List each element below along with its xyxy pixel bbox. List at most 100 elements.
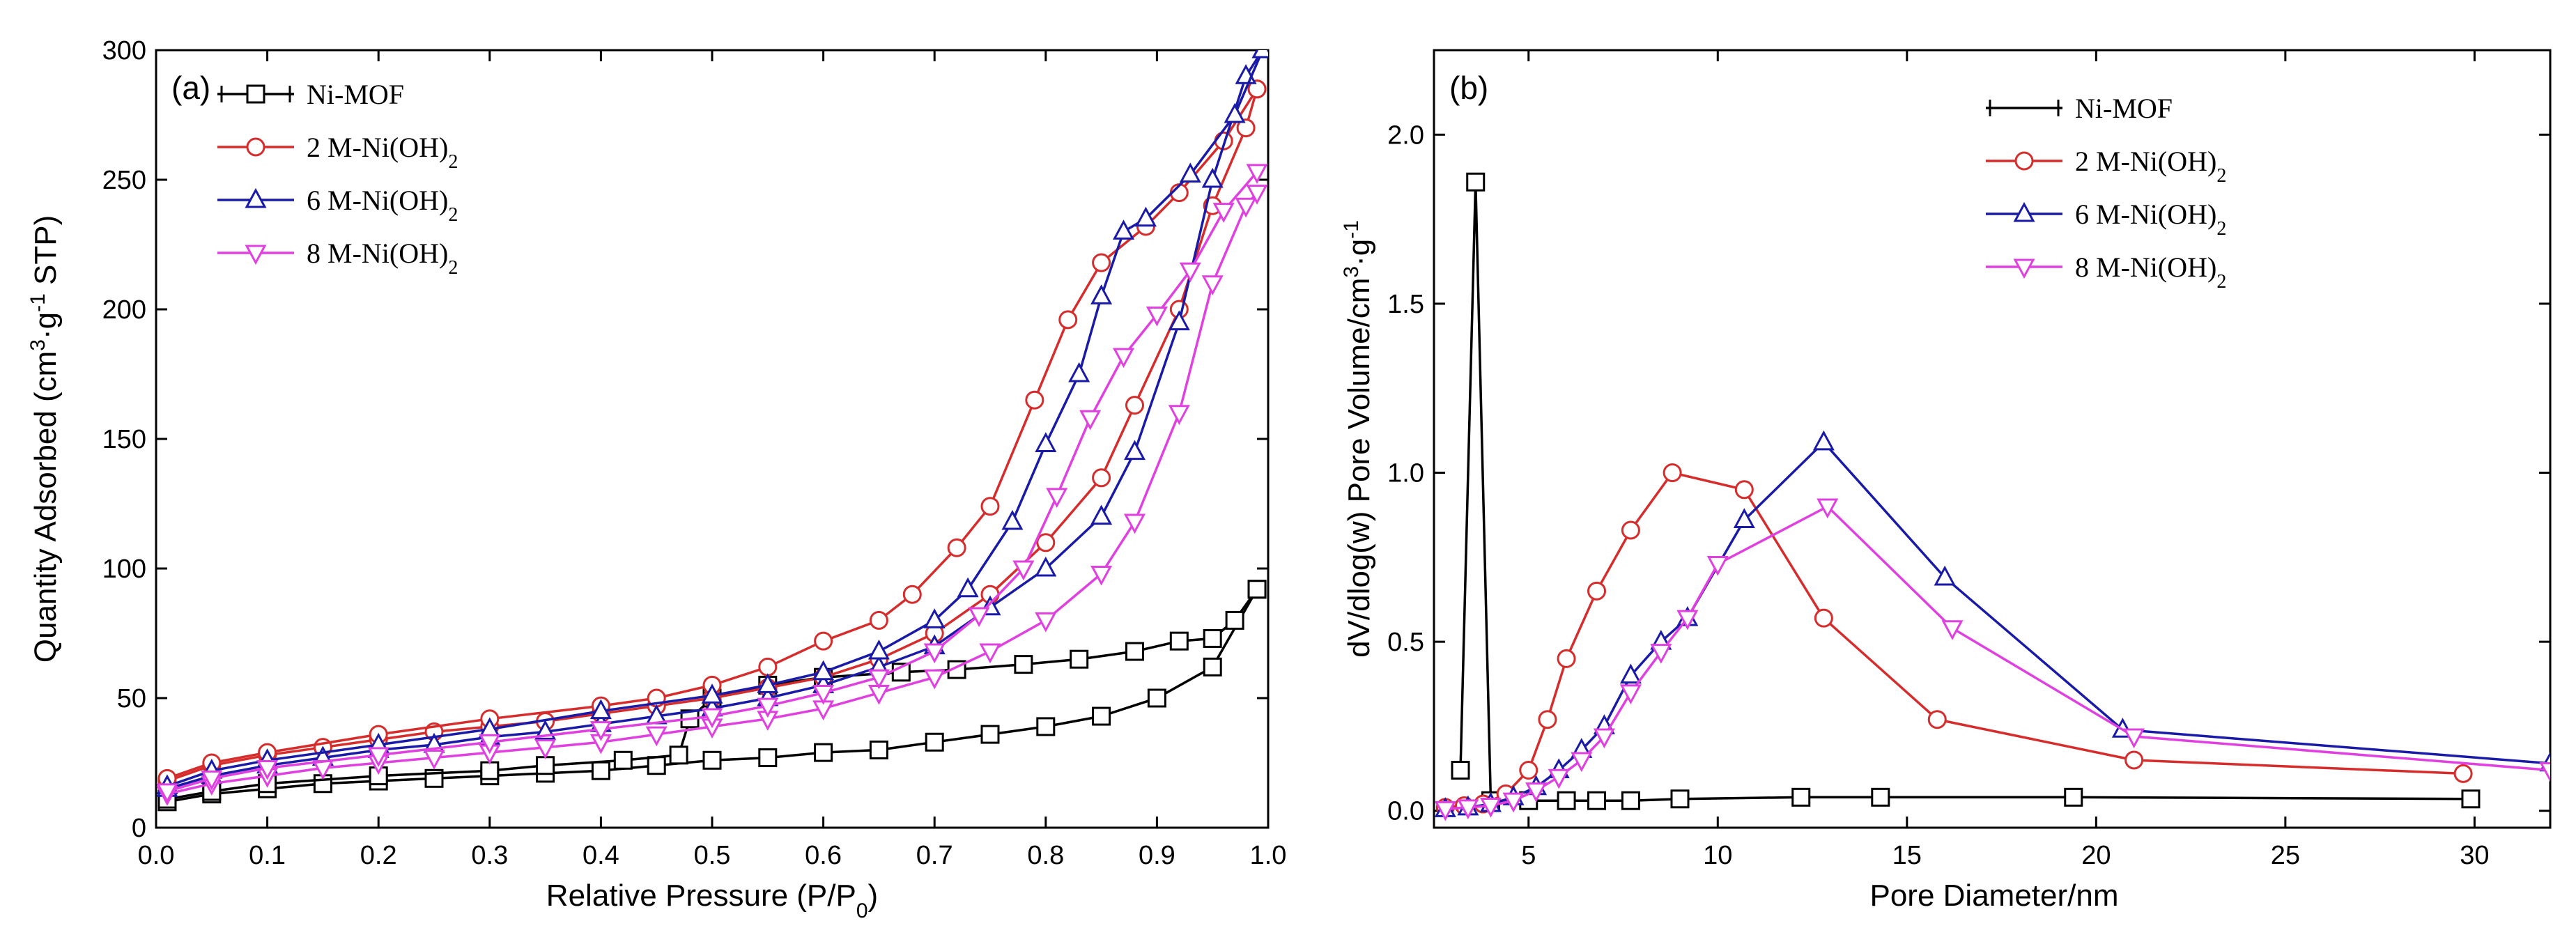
data-point-m2 xyxy=(1734,480,1754,500)
data-point-ni_mof xyxy=(1557,791,1576,810)
data-point-m8 xyxy=(867,669,890,690)
data-point-m6 xyxy=(1224,102,1246,123)
x-tick-label: 0.8 xyxy=(1027,841,1064,870)
legend-label-subscript: 2 xyxy=(2216,165,2226,187)
legend-label-text: 6 M-Ni(OH) xyxy=(2075,199,2216,230)
data-point-ni_mof xyxy=(1092,706,1111,726)
series-m8 xyxy=(156,164,1268,806)
data-point-m6 xyxy=(1733,508,1755,528)
data-point-m6 xyxy=(1251,50,1268,59)
legend-label-m8: 8 M-Ni(OH)2 xyxy=(2075,252,2226,293)
data-point-m6 xyxy=(923,608,946,628)
legend-label-subscript: 2 xyxy=(448,204,458,226)
data-point-m8 xyxy=(1179,262,1201,283)
data-point-m8 xyxy=(423,750,445,770)
desorption-line-m8 xyxy=(167,171,1258,793)
y-axis-title-superscript: 3 xyxy=(1340,266,1363,278)
data-point-ni_mof xyxy=(613,750,633,770)
legend-marker-m6 xyxy=(2013,201,2035,222)
data-point-m2 xyxy=(1621,520,1640,540)
legend-label-text: Ni-MOF xyxy=(307,79,404,110)
data-point-m8 xyxy=(1113,348,1135,369)
data-point-m8 xyxy=(979,643,1001,664)
data-point-m2 xyxy=(1538,710,1557,729)
data-point-m6 xyxy=(1090,504,1113,525)
data-point-m8 xyxy=(2539,762,2550,782)
x-tick-label: 0.6 xyxy=(805,841,842,870)
data-point-ni_mof xyxy=(1247,580,1267,599)
data-point-ni_mof xyxy=(1169,631,1189,651)
data-point-m8 xyxy=(367,747,390,767)
data-point-m2 xyxy=(1236,118,1256,138)
legend-label-subscript: 2 xyxy=(448,151,458,173)
data-point-m8 xyxy=(1168,405,1190,425)
data-point-ni_mof xyxy=(480,761,500,780)
plot-frame xyxy=(1433,49,2552,829)
data-point-m8 xyxy=(479,734,501,755)
data-point-ni_mof xyxy=(1070,649,1089,669)
data-point-m8 xyxy=(968,607,990,628)
data-point-m8 xyxy=(1525,782,1548,803)
legend-label-text: Ni-MOF xyxy=(2075,93,2173,124)
data-point-m8 xyxy=(1090,565,1113,586)
data-point-m8 xyxy=(1817,498,1839,519)
x-tick-label: 15 xyxy=(1892,841,1922,870)
data-point-ni_mof xyxy=(536,756,555,775)
data-point-ni_mof xyxy=(647,756,666,775)
data-point-m2 xyxy=(1036,533,1056,552)
data-point-m8 xyxy=(534,739,557,759)
y-axis-title-text: dV/dlog(w) Pore Volume/cm xyxy=(1342,278,1376,658)
plot-area xyxy=(1434,172,2550,821)
x-axis-title-subscript: 0 xyxy=(856,899,868,922)
panel-label: (a) xyxy=(171,70,210,106)
data-point-m2 xyxy=(1092,468,1111,488)
y-tick-label: 250 xyxy=(102,166,146,195)
legend-marker-m2 xyxy=(246,137,265,157)
data-point-m8 xyxy=(1619,684,1642,705)
data-point-ni_mof xyxy=(1466,172,1486,192)
legend-label-ni_mof: Ni-MOF xyxy=(2075,93,2173,124)
data-point-ni_mof xyxy=(1203,628,1222,648)
data-point-m8 xyxy=(1650,644,1672,664)
data-point-m8 xyxy=(256,759,279,780)
y-axis-title-superscript: -1 xyxy=(26,293,49,312)
data-point-ni_mof xyxy=(1014,655,1033,674)
data-point-m6 xyxy=(1179,162,1201,183)
data-point-ni_mof xyxy=(869,740,888,759)
data-point-m2 xyxy=(947,538,966,557)
data-point-ni_mof xyxy=(1451,761,1470,780)
data-point-m8 xyxy=(1035,612,1057,633)
data-point-m8 xyxy=(923,643,946,664)
y-tick-label: 200 xyxy=(102,295,146,325)
data-point-ni_mof xyxy=(814,743,833,762)
panel-b-pore-size-chart: 5 10 15 20 25 30 0.0 0.5 1.0 1.5 2.0 (b) Pore Diamet… xyxy=(1340,49,2552,913)
data-point-m2 xyxy=(1557,649,1576,668)
data-point-m2 xyxy=(1092,253,1111,272)
y-tick-label: 0 xyxy=(132,814,146,843)
y-axis-title-text: Quantity Adsorbed (cm xyxy=(29,351,63,663)
legend-label-ni_mof: Ni-MOF xyxy=(307,79,404,110)
x-axis-title: Pore Diameter/nm xyxy=(1869,879,2118,913)
data-point-m6 xyxy=(1123,440,1146,461)
legend-label-text: 2 M-Ni(OH) xyxy=(307,132,448,163)
legend-label-m6: 6 M-Ni(OH)2 xyxy=(2075,199,2226,240)
x-tick-label: 0.7 xyxy=(916,841,953,870)
data-point-m8 xyxy=(1593,728,1615,749)
data-point-ni_mof xyxy=(2064,787,2083,807)
data-point-ni_mof xyxy=(1125,642,1144,661)
x-tick-label: 10 xyxy=(1703,841,1732,870)
x-tick-label: 5 xyxy=(1521,841,1536,870)
data-point-m8 xyxy=(1146,306,1168,327)
data-point-m6 xyxy=(1068,362,1090,382)
data-point-ni_mof xyxy=(1621,791,1640,810)
x-axis-title-text: Relative Pressure (P/P xyxy=(546,879,856,913)
data-point-ni_mof xyxy=(702,750,722,770)
data-point-m6 xyxy=(1035,432,1057,452)
data-point-m8 xyxy=(2123,728,2145,749)
legend-label-subscript: 2 xyxy=(2216,271,2226,293)
legend-label-text: 8 M-Ni(OH) xyxy=(2075,252,2216,283)
panel-label: (b) xyxy=(1449,70,1488,106)
y-axis-title-text-mid: ·g xyxy=(29,312,63,339)
data-point-m8 xyxy=(1457,799,1479,820)
